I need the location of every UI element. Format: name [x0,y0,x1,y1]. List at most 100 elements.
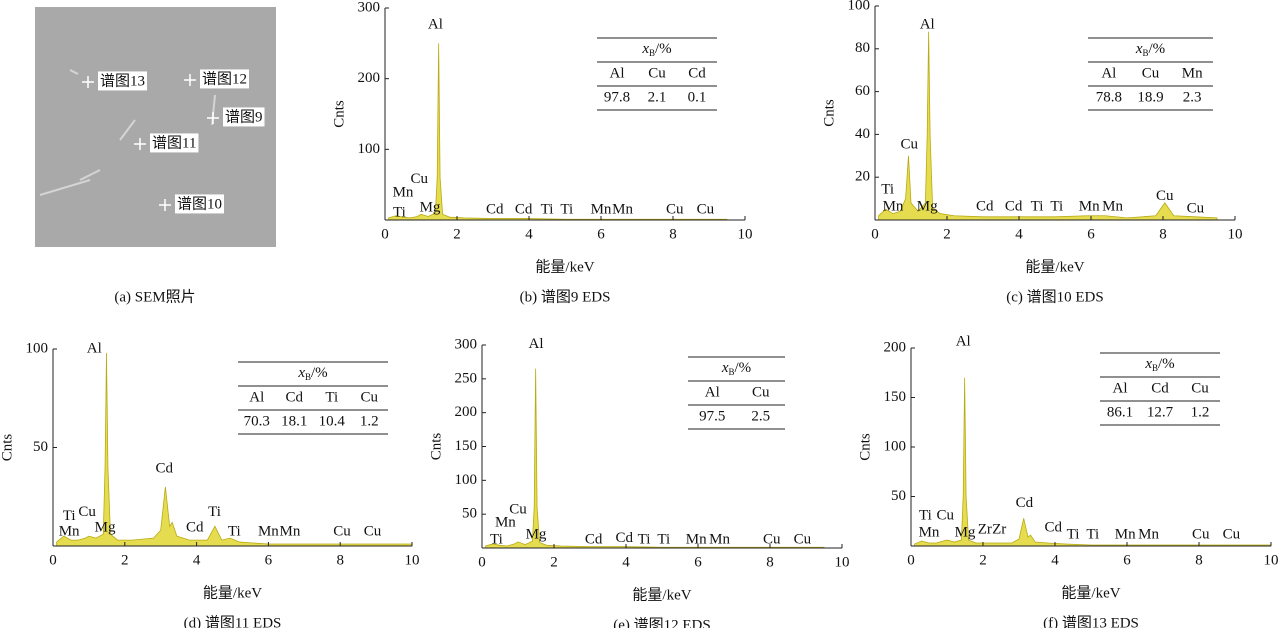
table-value: 12.7 [1147,404,1174,420]
y-tick-label: 80 [855,40,870,56]
table-value: 97.5 [699,408,725,424]
peak-label: Cu [900,137,918,153]
x-tick-label: 10 [1228,226,1243,242]
y-tick-label: 50 [462,506,477,522]
peak-label: Ti [208,504,221,520]
table-column: Al [1113,380,1128,396]
x-tick-label: 6 [265,552,273,568]
peak-label: Ti [560,202,573,218]
table-value: 2.1 [648,89,667,105]
peak-label: Cu [1192,527,1210,543]
table-value: 0.1 [688,89,707,105]
sem-label-bg [175,194,225,214]
table-value: 78.8 [1096,89,1122,105]
table-column: Al [1101,65,1116,81]
y-tick-label: 300 [358,0,381,15]
caption: (d) 谱图11 EDS [184,614,282,628]
x-tick-label: 10 [1264,552,1279,568]
y-tick-label: 200 [358,70,381,86]
peak-label: Ti [541,202,554,218]
y-tick-label: 60 [855,83,870,99]
peak-label: Mn [280,524,301,540]
sem-marker [134,138,146,150]
peak-label: Al [87,340,102,356]
peak-label: Al [428,16,443,32]
x-tick-label: 2 [453,226,461,242]
x-tick-label: 4 [193,552,201,568]
peak-label: Mn [612,202,633,218]
peak-label: Al [920,17,935,33]
table-column: Ti [325,389,338,405]
x-tick-label: 8 [669,226,677,242]
x-tick-label: 0 [49,552,57,568]
peak-label: Ti [1067,527,1080,543]
table-title: xB/% [297,365,327,382]
peak-label: Mn [1079,199,1100,215]
sem-image [35,7,276,247]
peak-label: Mn [591,202,612,218]
x-tick-label: 4 [1015,226,1023,242]
peak-label: Mn [1138,527,1159,543]
peak-label: Mn [59,524,80,540]
x-tick-label: 8 [766,554,774,570]
y-tick-label: 100 [884,438,907,454]
table-title: xB/% [1144,356,1174,373]
y-tick-label: 300 [455,336,478,352]
table-column: Cu [360,389,378,405]
table-column: Cu [648,65,666,81]
peak-label: Cd [486,202,504,218]
y-tick-label: 200 [884,339,907,355]
y-tick-label: 200 [455,404,478,420]
table-column: Cd [688,65,706,81]
peak-label: Mn [709,531,730,547]
peak-label: Cd [1005,199,1023,215]
sem-label: 谱图9 [225,108,263,125]
x-tick-label: 6 [597,226,605,242]
table-title: xB/% [641,41,671,58]
sem-marker [82,76,94,88]
peak-label: Mn [883,199,904,215]
x-tick-label: 0 [907,552,915,568]
sem-texture [39,69,216,196]
title-sub: B [305,372,311,382]
peak-label: Mg [526,527,547,543]
x-tick-label: 2 [121,552,129,568]
x-tick-label: 6 [694,554,702,570]
peak-label: Cu [936,508,954,524]
peak-label: Cd [585,531,603,547]
peak-label: Cu [1223,527,1241,543]
x-tick-label: 10 [835,554,850,570]
y-tick-label: 50 [891,488,906,504]
title-unit: /% [1158,356,1175,372]
table-column: Cu [1142,65,1160,81]
title-unit: /% [311,365,328,381]
title-sub: B [728,367,734,377]
x-tick-label: 10 [405,552,420,568]
title-unit: /% [735,360,752,376]
y-tick-label: 100 [455,472,478,488]
peak-label: Ti [63,508,76,524]
peak-label: Cu [364,524,382,540]
peak-label: Ti [490,531,503,547]
peak-label: Cu [509,502,527,518]
x-tick-label: 8 [336,552,344,568]
sem-label: 谱图11 [152,134,196,151]
peak-label: Cu [697,202,715,218]
y-tick-label: 20 [855,169,870,185]
spectrum [485,368,825,549]
peak-label: Mn [1115,527,1136,543]
title-var: x [721,360,729,376]
table-value: 1.2 [360,413,379,429]
table-column: Mn [1182,65,1203,81]
table-column: Cu [752,384,770,400]
x-tick-label: 0 [381,226,389,242]
x-axis-label: 能量/keV [535,258,594,275]
peak-label: Cd [186,520,204,536]
table-value: 2.3 [1183,89,1202,105]
spectrum [878,31,1218,221]
sem-label: 谱图10 [177,195,222,212]
peak-label: Ti [228,524,241,540]
peak-label: Al [956,333,971,349]
peak-label: Mn [258,524,279,540]
